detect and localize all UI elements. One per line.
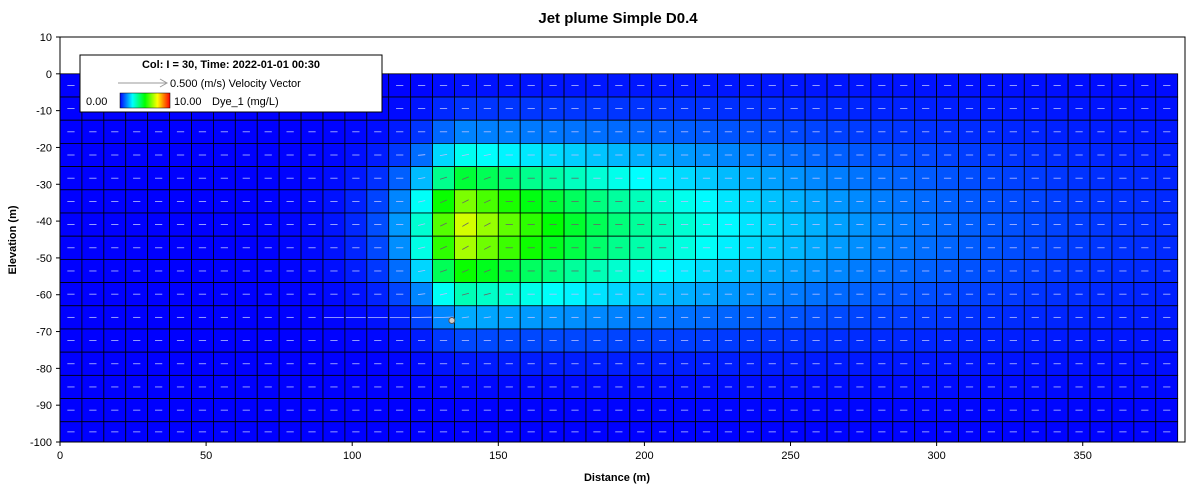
velocity-vector	[462, 245, 469, 250]
legend-vector-label: 0.500 (m/s) Velocity Vector	[170, 78, 301, 90]
velocity-vector	[440, 222, 447, 227]
legend-color-label: Dye_1 (mg/L)	[212, 96, 279, 108]
velocity-vector	[461, 176, 469, 180]
velocity-vector	[461, 316, 470, 319]
y-tick-label: -60	[36, 290, 52, 302]
y-tick-label: -40	[36, 216, 52, 228]
chart-title: Jet plume Simple D0.4	[538, 10, 698, 27]
x-tick-label: 50	[200, 450, 212, 462]
legend: Col: I = 30, Time: 2022-01-01 00:30 0.50…	[79, 54, 383, 113]
velocity-vector	[462, 222, 469, 227]
x-tick-label: 0	[57, 450, 63, 462]
velocity-vector	[483, 199, 491, 204]
plot-frame	[59, 36, 1186, 443]
x-axis-label: Distance (m)	[584, 472, 650, 484]
velocity-vector	[461, 153, 470, 157]
y-tick-label: -30	[36, 179, 52, 191]
velocity-vector	[439, 269, 448, 273]
velocity-vector	[483, 269, 491, 273]
velocity-vector	[417, 293, 426, 295]
x-tick-label: 300	[927, 450, 945, 462]
x-tick-label: 150	[489, 450, 507, 462]
y-tick-label: -20	[36, 142, 52, 154]
y-tick-label: -70	[36, 327, 52, 339]
velocity-vector	[417, 246, 426, 249]
velocity-vector	[483, 245, 491, 250]
velocity-vector	[417, 223, 426, 226]
velocity-vector	[417, 200, 426, 203]
y-axis-label: Elevation (m)	[7, 205, 19, 274]
x-tick-label: 200	[635, 450, 653, 462]
velocity-vector	[483, 222, 491, 227]
velocity-vectors	[67, 85, 1171, 433]
y-tick-label: -90	[36, 400, 52, 412]
y-tick-label: -100	[30, 437, 52, 449]
velocity-vector	[462, 199, 469, 204]
velocity-vector	[483, 153, 491, 157]
legend-color-min: 0.00	[86, 96, 107, 108]
legend-header: Col: I = 30, Time: 2022-01-01 00:30	[142, 59, 320, 71]
legend-color-max: 10.00	[174, 96, 202, 108]
velocity-vector	[483, 176, 491, 180]
y-tick-label: 0	[46, 69, 52, 81]
velocity-vector	[440, 245, 447, 250]
velocity-vector	[433, 316, 454, 319]
velocity-vector	[439, 176, 448, 180]
velocity-vector	[461, 269, 469, 273]
velocity-vector	[439, 293, 448, 296]
legend-vector-arrow	[118, 78, 169, 88]
y-tick-label: -10	[36, 106, 52, 118]
velocity-vector	[483, 292, 491, 296]
velocity-vector	[439, 153, 448, 157]
x-tick-label: 350	[1074, 450, 1092, 462]
x-tick-label: 250	[781, 450, 799, 462]
velocity-vector	[417, 154, 426, 156]
y-tick-label: -50	[36, 253, 52, 265]
velocity-vector	[417, 177, 426, 180]
velocity-vector	[483, 316, 492, 319]
y-tick-label: 10	[40, 32, 52, 44]
velocity-vector	[461, 292, 470, 296]
velocity-vector	[417, 269, 426, 272]
x-tick-label: 100	[343, 450, 361, 462]
legend-colorbar	[119, 92, 171, 109]
outfall-point	[448, 317, 456, 324]
y-tick-label: -80	[36, 363, 52, 375]
outfall-source	[448, 317, 456, 324]
velocity-vector	[440, 199, 448, 204]
y-axis-ticks: 10 0 -10 -20 -30 -40 -50 -60 -70 -80 -90 -100	[30, 32, 60, 449]
x-axis-ticks: 0 50 100 150 200 250 300 350	[57, 442, 1092, 462]
